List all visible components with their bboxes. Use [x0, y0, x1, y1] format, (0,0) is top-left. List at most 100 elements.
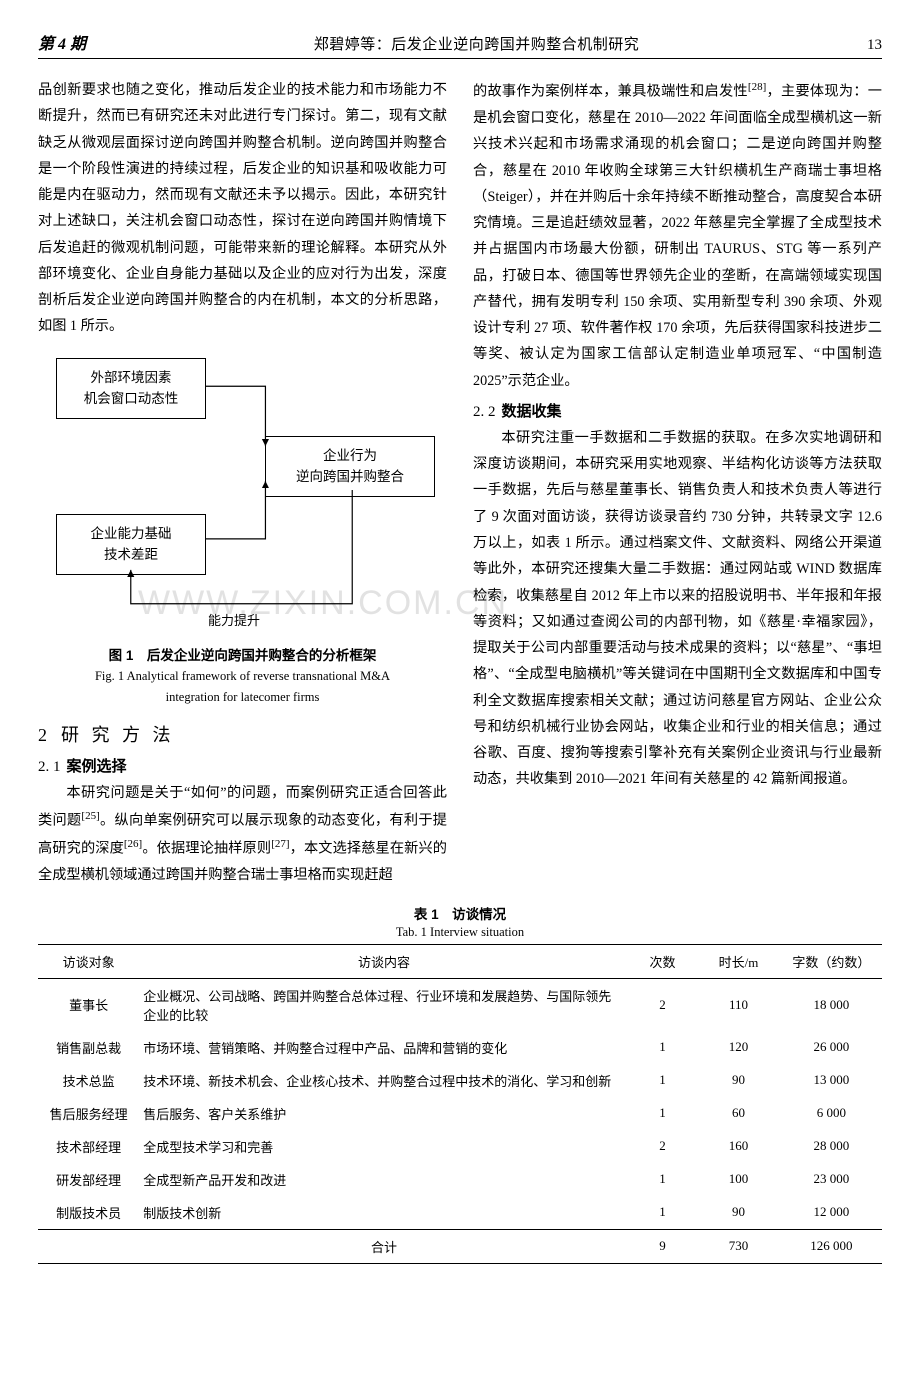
table-cell: 12 000: [781, 1196, 882, 1230]
left-paragraph-1: 品创新要求也随之变化，推动后发企业的技术能力和市场能力不断提升，然而已有研究还未…: [38, 77, 447, 340]
table-cell: 110: [696, 978, 780, 1031]
table-cell: 售后服务经理: [38, 1097, 139, 1130]
right-paragraph-2: 本研究注重一手数据和二手数据的获取。在多次实地调研和深度访谈期间，本研究采用实地…: [473, 425, 882, 793]
interview-table: 访谈对象访谈内容次数时长/m字数（约数） 董事长企业概况、公司战略、跨国并购整合…: [38, 944, 882, 1264]
section-title: 研 究 方 法: [61, 721, 175, 747]
flow-box-line: 技术差距: [104, 544, 158, 566]
table-cell: 160: [696, 1130, 780, 1163]
table-total-row: 合计9730126 000: [38, 1229, 882, 1263]
table-cell: 730: [696, 1229, 780, 1263]
table-row: 制版技术员制版技术创新19012 000: [38, 1196, 882, 1230]
subsection-2-1: 2. 1 案例选择: [38, 755, 447, 776]
table-row: 销售副总裁市场环境、营销策略、并购整合过程中产品、品牌和营销的变化112026 …: [38, 1031, 882, 1064]
flow-diagram: 外部环境因素 机会窗口动态性 企业行为 逆向跨国并购整合 企业能力基础 技术差距: [38, 358, 447, 638]
table-cell: 1: [629, 1031, 697, 1064]
table-caption-cn: 表 1 访谈情况: [38, 903, 882, 923]
text-run: 的故事作为案例样本，兼具极端性和启发性: [473, 84, 748, 100]
table-row: 售后服务经理售后服务、客户关系维护1606 000: [38, 1097, 882, 1130]
table-cell: 26 000: [781, 1031, 882, 1064]
table-cell: 120: [696, 1031, 780, 1064]
table-row: 董事长企业概况、公司战略、跨国并购整合总体过程、行业环境和发展趋势、与国际领先企…: [38, 978, 882, 1031]
table-cell: 13 000: [781, 1064, 882, 1097]
flow-box-external: 外部环境因素 机会窗口动态性: [56, 358, 206, 419]
table-cell: 1: [629, 1097, 697, 1130]
citation: [26]: [124, 838, 142, 850]
right-column: 的故事作为案例样本，兼具极端性和启发性[28]，主要体现为：一是机会窗口变化，慈…: [473, 77, 882, 889]
two-column-body: 品创新要求也随之变化，推动后发企业的技术能力和市场能力不断提升，然而已有研究还未…: [38, 77, 882, 889]
section-heading-2: 2 研 究 方 法: [38, 721, 447, 747]
page-header: 第 4 期 郑碧婷等：后发企业逆向跨国并购整合机制研究 13: [38, 30, 882, 59]
watermark: WWW.ZIXIN.COM.CN: [138, 584, 508, 623]
citation: [28]: [748, 81, 766, 93]
right-paragraph-1: 的故事作为案例样本，兼具极端性和启发性[28]，主要体现为：一是机会窗口变化，慈…: [473, 77, 882, 394]
table-header-cell: 访谈内容: [139, 944, 629, 978]
table-header-cell: 时长/m: [696, 944, 780, 978]
table-header-cell: 访谈对象: [38, 944, 139, 978]
table-cell: 合计: [139, 1229, 629, 1263]
table-cell: 60: [696, 1097, 780, 1130]
table-cell: 董事长: [38, 978, 139, 1031]
figure-caption-en-2: integration for latecomer firms: [38, 688, 447, 707]
table-header-row: 访谈对象访谈内容次数时长/m字数（约数）: [38, 944, 882, 978]
table-caption-en: Tab. 1 Interview situation: [38, 925, 882, 940]
flow-box-behavior: 企业行为 逆向跨国并购整合: [265, 436, 435, 497]
table-cell: 制版技术创新: [139, 1196, 629, 1230]
table-cell: 2: [629, 978, 697, 1031]
figure-caption-en-1: Fig. 1 Analytical framework of reverse t…: [38, 667, 447, 686]
flow-box-line: 逆向跨国并购整合: [296, 466, 404, 488]
table-cell: 技术部经理: [38, 1130, 139, 1163]
table-cell: 9: [629, 1229, 697, 1263]
subsection-num: 2. 1: [38, 759, 61, 775]
running-title: 郑碧婷等：后发企业逆向跨国并购整合机制研究: [314, 33, 640, 54]
table-cell: 90: [696, 1064, 780, 1097]
table-cell: [38, 1229, 139, 1263]
table-cell: 1: [629, 1196, 697, 1230]
table-cell: 全成型技术学习和完善: [139, 1130, 629, 1163]
table-cell: 126 000: [781, 1229, 882, 1263]
table-cell: 研发部经理: [38, 1163, 139, 1196]
text-run: ，主要体现为：一是机会窗口变化，慈星在 2010—2022 年间面临全成型横机这…: [473, 84, 882, 389]
table-1-block: 表 1 访谈情况 Tab. 1 Interview situation 访谈对象…: [38, 903, 882, 1264]
table-cell: 23 000: [781, 1163, 882, 1196]
table-cell: 28 000: [781, 1130, 882, 1163]
table-cell: 1: [629, 1064, 697, 1097]
table-row: 技术部经理全成型技术学习和完善216028 000: [38, 1130, 882, 1163]
citation: [27]: [271, 838, 289, 850]
flow-box-line: 企业行为: [323, 445, 377, 467]
table-row: 技术总监技术环境、新技术机会、企业核心技术、并购整合过程中技术的消化、学习和创新…: [38, 1064, 882, 1097]
text-run: 。依据理论抽样原则: [142, 841, 271, 857]
section-num: 2: [38, 725, 47, 746]
table-cell: 售后服务、客户关系维护: [139, 1097, 629, 1130]
table-cell: 6 000: [781, 1097, 882, 1130]
figure-caption-cn: 图 1 后发企业逆向跨国并购整合的分析框架: [38, 644, 447, 664]
flow-box-line: 企业能力基础: [91, 523, 172, 545]
page-number: 13: [867, 37, 882, 54]
table-header-cell: 字数（约数）: [781, 944, 882, 978]
table-cell: 制版技术员: [38, 1196, 139, 1230]
table-cell: 2: [629, 1130, 697, 1163]
citation: [25]: [81, 810, 99, 822]
issue-number: 第 4 期: [38, 30, 86, 54]
subsection-title: 数据收集: [502, 403, 562, 420]
table-cell: 市场环境、营销策略、并购整合过程中产品、品牌和营销的变化: [139, 1031, 629, 1064]
left-paragraph-2: 本研究问题是关于“如何”的问题，而案例研究正适合回答此类问题[25]。纵向单案例…: [38, 780, 447, 889]
flow-label-bottom: 能力提升: [208, 610, 260, 629]
subsection-2-2: 2. 2数据收集: [473, 400, 882, 421]
left-column: 品创新要求也随之变化，推动后发企业的技术能力和市场能力不断提升，然而已有研究还未…: [38, 77, 447, 889]
table-cell: 企业概况、公司战略、跨国并购整合总体过程、行业环境和发展趋势、与国际领先企业的比…: [139, 978, 629, 1031]
flow-box-line: 外部环境因素: [91, 367, 172, 389]
table-cell: 技术环境、新技术机会、企业核心技术、并购整合过程中技术的消化、学习和创新: [139, 1064, 629, 1097]
subsection-title: 案例选择: [67, 758, 127, 775]
table-cell: 100: [696, 1163, 780, 1196]
table-header-cell: 次数: [629, 944, 697, 978]
table-cell: 销售副总裁: [38, 1031, 139, 1064]
table-cell: 18 000: [781, 978, 882, 1031]
table-cell: 90: [696, 1196, 780, 1230]
flow-box-capability: 企业能力基础 技术差距: [56, 514, 206, 575]
figure-1: 外部环境因素 机会窗口动态性 企业行为 逆向跨国并购整合 企业能力基础 技术差距: [38, 358, 447, 708]
table-cell: 全成型新产品开发和改进: [139, 1163, 629, 1196]
flow-box-line: 机会窗口动态性: [84, 388, 179, 410]
table-cell: 技术总监: [38, 1064, 139, 1097]
table-row: 研发部经理全成型新产品开发和改进110023 000: [38, 1163, 882, 1196]
table-cell: 1: [629, 1163, 697, 1196]
